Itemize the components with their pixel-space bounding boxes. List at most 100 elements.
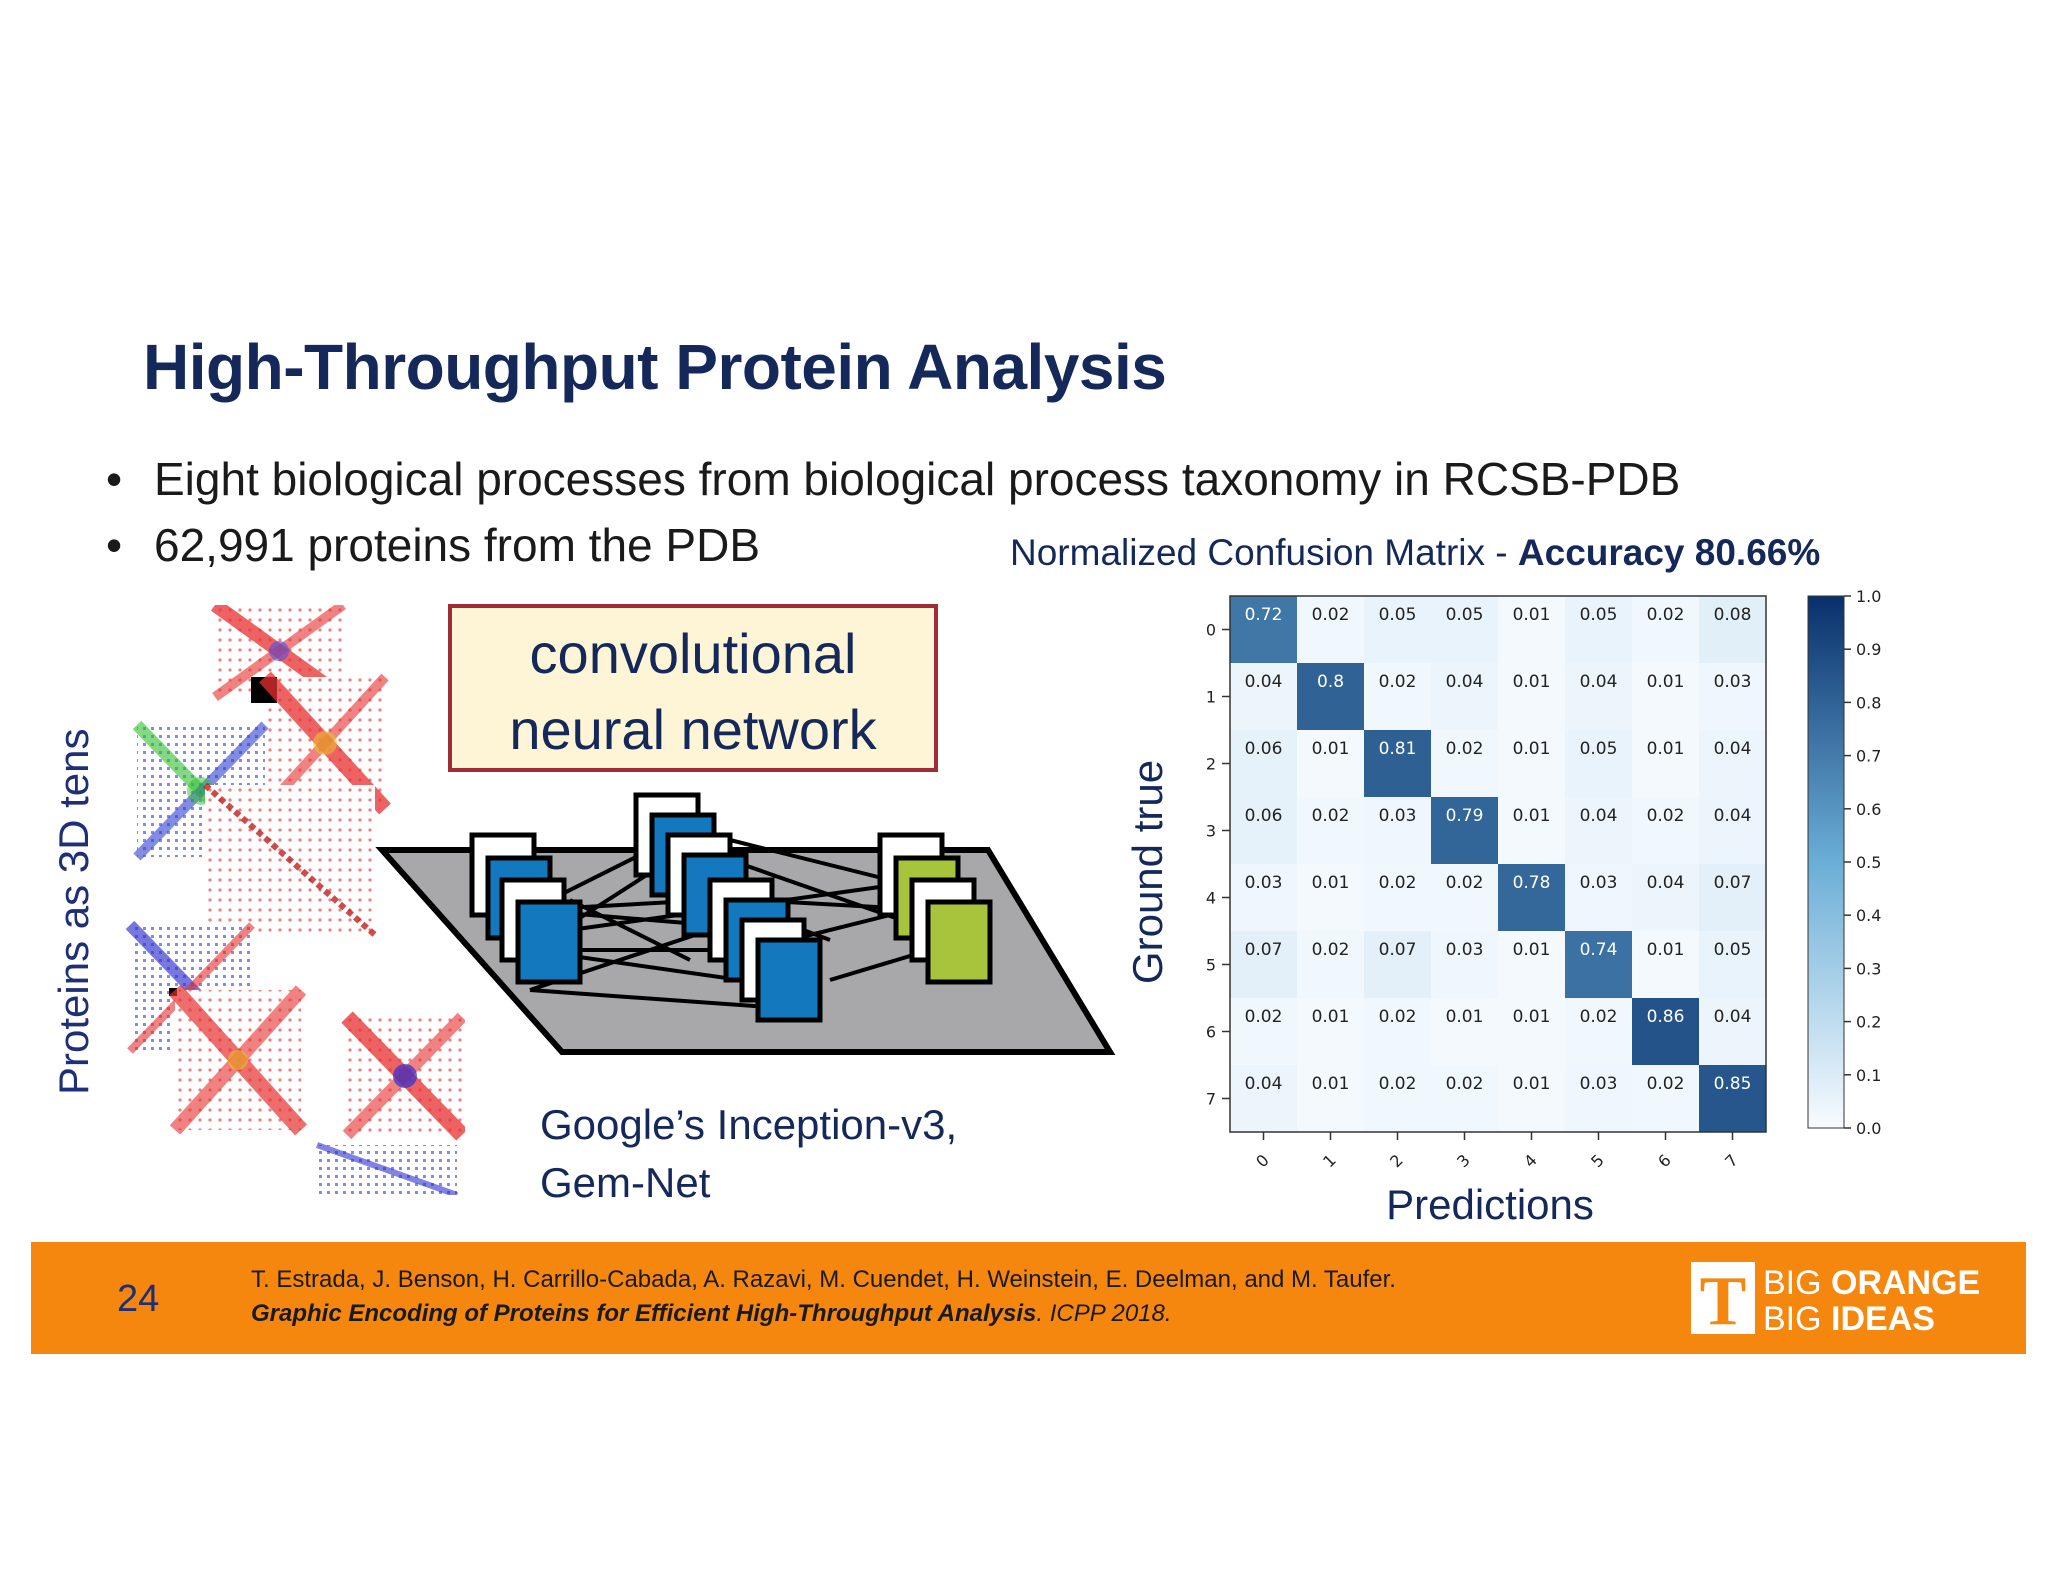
heatmap-cell-label: 0.01 xyxy=(1513,940,1551,960)
heatmap-cell-label: 0.05 xyxy=(1580,739,1618,759)
big-orange-big-ideas-logo: T BIG ORANGE BIG IDEAS xyxy=(1691,1262,1980,1334)
protein-map-6 xyxy=(169,984,307,1136)
heatmap-cell-label: 0.02 xyxy=(1446,873,1484,893)
colorbar-tick-label: 0.1 xyxy=(1856,1066,1881,1085)
heatmap-cell-label: 0.02 xyxy=(1647,605,1685,625)
colorbar-ticks: 0.0 0.1 0.2 0.3 0.4 0.5 0.6 0.7 0.8 0.9 1.0 xyxy=(1844,587,1881,1138)
heatmap-cell-label: 0.02 xyxy=(1379,1074,1417,1094)
svg-text:IDEAS: IDEAS xyxy=(1831,1300,1935,1334)
heatmap-cell-label: 0.02 xyxy=(1446,1074,1484,1094)
heatmap-cell xyxy=(1230,998,1297,1065)
heatmap-cell xyxy=(1632,797,1699,864)
svg-text:T: T xyxy=(1700,1263,1747,1334)
heatmap-cell-label: 0.01 xyxy=(1312,873,1350,893)
y-tick-label: 6 xyxy=(1206,1023,1216,1042)
network-caption-line1: Google’s Inception-v3, xyxy=(540,1101,958,1148)
heatmap-cell xyxy=(1431,730,1498,797)
heatmap-cell xyxy=(1699,596,1766,663)
accuracy-label: Accuracy 80.66% xyxy=(1517,532,1821,573)
heatmap-cell xyxy=(1565,1065,1632,1132)
heatmap-cell xyxy=(1364,1065,1431,1132)
heatmap-cell xyxy=(1297,797,1364,864)
caption-prefix: Normalized Confusion Matrix - xyxy=(1010,532,1518,573)
colorbar-tick-label: 0.8 xyxy=(1856,693,1881,712)
heatmap-cell-label: 0.01 xyxy=(1647,940,1685,960)
heatmap-cell-label: 0.01 xyxy=(1513,1074,1551,1094)
y-tick-label: 2 xyxy=(1206,755,1216,774)
y-tick-label: 3 xyxy=(1206,822,1216,841)
heatmap-cell-label: 0.04 xyxy=(1446,672,1484,692)
heatmap-cell-label: 0.03 xyxy=(1714,672,1752,692)
heatmap-cell xyxy=(1699,730,1766,797)
x-tick-label: 0 xyxy=(1252,1151,1273,1172)
heatmap-cell-label: 0.03 xyxy=(1245,873,1283,893)
heatmap-cell xyxy=(1431,1065,1498,1132)
heatmap-cell xyxy=(1431,596,1498,663)
heatmap-cell xyxy=(1632,730,1699,797)
heatmap-cell xyxy=(1297,663,1364,730)
heatmap-cell-label: 0.02 xyxy=(1446,739,1484,759)
heatmap-cell xyxy=(1565,998,1632,1065)
bullet-text: 62,991 proteins from the PDB xyxy=(154,519,760,571)
heatmap-cell xyxy=(1632,1065,1699,1132)
heatmap-cell-label: 0.02 xyxy=(1580,1007,1618,1027)
heatmap-cell xyxy=(1498,596,1565,663)
svg-text:BIG: BIG xyxy=(1763,1300,1822,1334)
heatmap-cell xyxy=(1431,797,1498,864)
heatmap-cell xyxy=(1431,998,1498,1065)
heatmap-cell-label: 0.01 xyxy=(1647,739,1685,759)
heatmap-cell-label: 0.85 xyxy=(1714,1074,1752,1094)
heatmap-cell-label: 0.03 xyxy=(1446,940,1484,960)
heatmap-cell-label: 0.08 xyxy=(1714,605,1752,625)
svg-text:ORANGE: ORANGE xyxy=(1831,1264,1980,1302)
heatmap-cell-label: 0.79 xyxy=(1446,806,1484,826)
colorbar-tick-label: 0.2 xyxy=(1856,1013,1881,1032)
heatmap-cell-label: 0.01 xyxy=(1513,1007,1551,1027)
svg-text:BIG: BIG xyxy=(1763,1264,1822,1302)
heatmap-cell-label: 0.02 xyxy=(1312,940,1350,960)
heatmap-cell-label: 0.01 xyxy=(1513,739,1551,759)
footer-bar: 24 T. Estrada, J. Benson, H. Carrillo-Ca… xyxy=(31,1242,2026,1354)
heatmap-cell-label: 0.02 xyxy=(1379,873,1417,893)
reference-authors: T. Estrada, J. Benson, H. Carrillo-Cabad… xyxy=(251,1266,1396,1293)
x-axis-label: Predictions xyxy=(1386,1181,1594,1228)
x-tick-label: 7 xyxy=(1721,1151,1742,1172)
heatmap-cell-label: 0.06 xyxy=(1245,739,1283,759)
heatmap-cell xyxy=(1297,864,1364,931)
heatmap-cell-label: 0.78 xyxy=(1513,873,1551,893)
heatmap-cell-label: 0.02 xyxy=(1647,806,1685,826)
protein-map-7 xyxy=(341,1011,465,1141)
heatmap-cell-label: 0.01 xyxy=(1446,1007,1484,1027)
heatmap-cell xyxy=(1565,730,1632,797)
heatmap-cell xyxy=(1230,663,1297,730)
heatmap-cell xyxy=(1632,864,1699,931)
heatmap-cell-label: 0.04 xyxy=(1714,1007,1752,1027)
bullet-dot: • xyxy=(106,453,123,505)
reference-paper-title: Graphic Encoding of Proteins for Efficie… xyxy=(251,1300,1037,1327)
heatmap-cell xyxy=(1498,797,1565,864)
colorbar-tick-label: 0.7 xyxy=(1856,747,1881,766)
bullet-dot: • xyxy=(106,519,123,571)
heatmap-cell xyxy=(1498,1065,1565,1132)
protein-map-8 xyxy=(315,1142,459,1195)
bullet-2: • 62,991 proteins from the PDB xyxy=(106,518,760,572)
heatmap-cell xyxy=(1230,931,1297,998)
heatmap-cell-label: 0.02 xyxy=(1312,605,1350,625)
heatmap-cell xyxy=(1297,730,1364,797)
heatmap-cell xyxy=(1632,931,1699,998)
x-tick-label: 2 xyxy=(1386,1151,1407,1172)
heatmap-cell xyxy=(1230,797,1297,864)
heatmap-cell xyxy=(1364,596,1431,663)
heatmap-cell xyxy=(1565,797,1632,864)
page-number: 24 xyxy=(117,1278,160,1320)
heatmap-cell-label: 0.06 xyxy=(1245,806,1283,826)
heatmap-cell-label: 0.04 xyxy=(1580,672,1618,692)
y-axis-ticks: 0 1 2 3 4 5 6 7 xyxy=(1206,621,1230,1109)
heatmap-cell xyxy=(1431,663,1498,730)
heatmap-cells: 0.72 0.02 0.05 0.05 0.01 0.05 0.02 0.08 0.04 0.8 0… xyxy=(1229,595,1767,1133)
network-caption-line2: Gem-Net xyxy=(540,1159,711,1206)
heatmap-cell-label: 0.07 xyxy=(1245,940,1283,960)
cnn-network-diagram xyxy=(375,792,1116,1055)
reference-venue: . ICPP 2018. xyxy=(1036,1300,1172,1327)
heatmap-cell xyxy=(1297,596,1364,663)
